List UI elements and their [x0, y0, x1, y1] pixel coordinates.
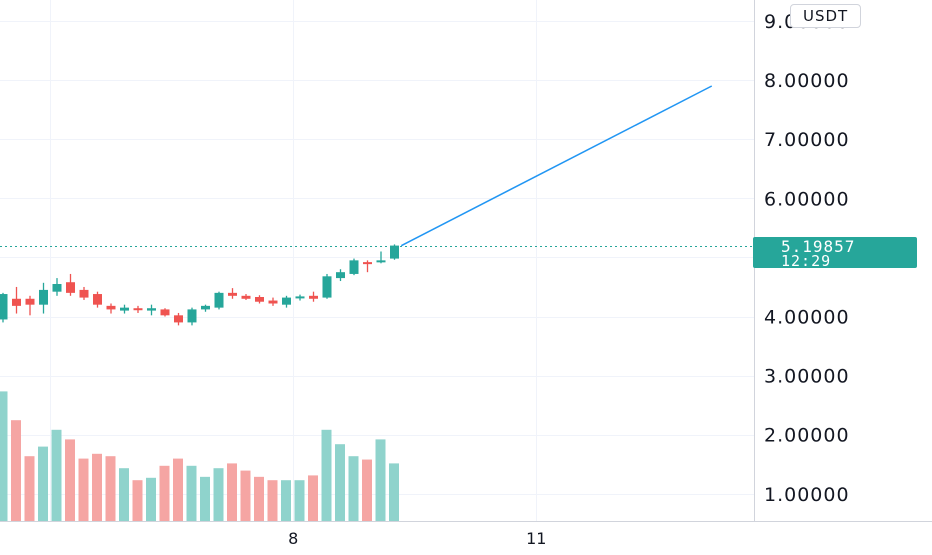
volume-bar	[146, 477, 156, 521]
volume-bar	[267, 480, 278, 521]
volume-bar	[173, 458, 183, 521]
volume-bar	[132, 480, 143, 521]
candle-body	[39, 289, 48, 305]
trend-line[interactable]	[400, 85, 713, 247]
candle-body	[349, 260, 359, 274]
candle-body	[214, 292, 224, 308]
candle-body	[25, 298, 35, 305]
last-price-value: 5.19857	[781, 237, 856, 256]
candle-body	[12, 298, 21, 306]
candles	[0, 244, 399, 326]
candle-body	[187, 309, 197, 323]
candle-body	[255, 296, 264, 302]
candle-body	[174, 315, 183, 323]
candle-body	[160, 309, 170, 316]
volume-bar	[78, 458, 89, 521]
volume-bar	[240, 470, 251, 521]
candle-body	[0, 294, 8, 320]
volume-bar	[200, 476, 210, 521]
candle-body	[282, 297, 291, 305]
price-tick-label: 8.00000	[764, 70, 850, 92]
time-axis: 8 11	[288, 529, 546, 548]
candle-body	[133, 308, 143, 311]
volume-bar	[65, 439, 75, 521]
candle-body	[147, 308, 156, 311]
candle-body	[268, 300, 278, 304]
candle-body	[322, 276, 332, 298]
last-price-label: 5.19857 12:29	[753, 237, 917, 270]
volume-bar	[11, 420, 21, 521]
price-tick-label: 3.00000	[764, 366, 850, 388]
volume-bars	[0, 391, 399, 521]
bar-countdown: 12:29	[781, 252, 832, 270]
candle-body	[93, 294, 102, 305]
volume-bar	[186, 465, 197, 521]
price-tick-label: 1.00000	[764, 484, 850, 506]
candle-body	[241, 295, 251, 299]
volume-bar	[92, 453, 102, 521]
volume-bar	[159, 465, 170, 521]
candle-body	[309, 295, 318, 299]
volume-bar	[348, 456, 359, 521]
volume-bar	[24, 456, 35, 521]
volume-bar	[51, 429, 62, 521]
candle-body	[376, 260, 386, 263]
price-tick-label: 2.00000	[764, 425, 850, 447]
grid-lines	[0, 0, 754, 521]
volume-bar	[105, 456, 116, 521]
volume-bar	[38, 446, 48, 521]
price-tick-label: 6.00000	[764, 188, 850, 210]
volume-bar	[281, 480, 291, 521]
volume-bar	[227, 463, 237, 521]
time-tick-label: 11	[526, 529, 546, 548]
candle-body	[201, 305, 210, 310]
currency-badge[interactable]: USDT	[790, 4, 862, 28]
volume-bar	[119, 468, 129, 521]
volume-bar	[389, 463, 399, 521]
candle-body	[79, 289, 89, 298]
volume-bar	[375, 439, 386, 521]
price-tick-label: 4.00000	[764, 307, 850, 329]
candle-body	[228, 292, 237, 296]
volume-bar	[294, 480, 305, 521]
candle-body	[106, 305, 116, 310]
volume-bar	[0, 391, 8, 521]
volume-bar	[321, 429, 332, 521]
volume-bar	[335, 444, 345, 521]
candle-body	[52, 283, 62, 292]
volume-bar	[254, 476, 264, 521]
price-tick-label: 7.00000	[764, 129, 850, 151]
candle-body	[336, 272, 345, 279]
candle-body	[66, 282, 75, 293]
candle-body	[295, 296, 305, 299]
volume-bar	[308, 475, 318, 521]
candle-body	[120, 307, 129, 311]
volume-bar	[362, 459, 372, 521]
candle-body	[390, 245, 399, 259]
time-tick-label: 8	[288, 529, 298, 548]
volume-bar	[213, 468, 224, 521]
candle-body	[363, 262, 372, 265]
